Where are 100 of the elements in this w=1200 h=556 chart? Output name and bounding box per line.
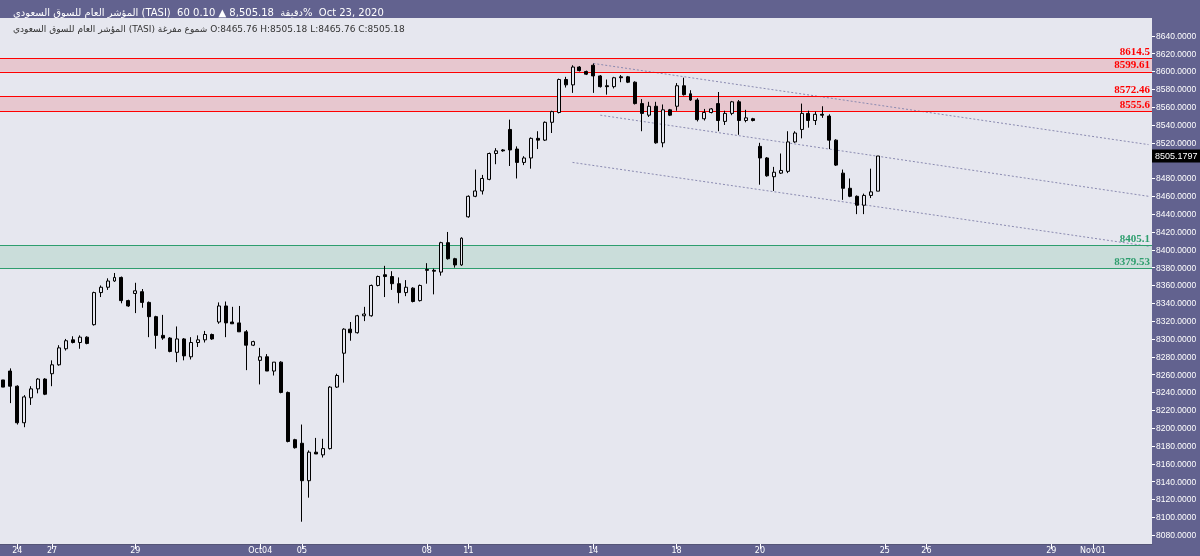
candlestick <box>314 437 318 455</box>
candlestick <box>22 394 26 428</box>
candlestick <box>258 347 262 385</box>
y-tick-label: 8540.0000 <box>1156 119 1197 130</box>
candlestick <box>869 168 873 199</box>
candlestick <box>460 236 463 267</box>
candlestick <box>848 177 852 198</box>
candlestick <box>133 282 137 314</box>
y-tick-label: 8400.0000 <box>1156 244 1197 255</box>
candlestick <box>36 377 40 394</box>
candlestick <box>716 91 720 132</box>
candlestick <box>793 130 797 144</box>
y-tick-label: 8080.0000 <box>1156 530 1197 541</box>
candlestick <box>640 98 644 132</box>
x-tick-label: 29 <box>1046 545 1057 555</box>
candlestick <box>335 373 339 389</box>
y-tick-label: 8520.0000 <box>1156 137 1197 148</box>
candlestick <box>342 327 346 384</box>
candlestick <box>647 101 651 118</box>
candlestick <box>85 335 89 345</box>
candlestick <box>508 119 512 167</box>
candlestick <box>723 110 727 126</box>
candlestick <box>494 147 498 165</box>
ref-line-label: 8405.1 <box>1119 231 1150 244</box>
x-tick-label: 24 <box>12 545 23 555</box>
candlestick <box>758 142 762 186</box>
candlestick <box>78 334 82 350</box>
candlestick <box>8 367 12 404</box>
candlestick <box>855 194 859 215</box>
ref-line-label: 8614.5 <box>1119 45 1151 58</box>
candlestick <box>550 110 554 134</box>
x-tick-label: 29 <box>130 545 141 555</box>
y-tick-label: 8460.0000 <box>1156 191 1197 202</box>
candlestick <box>244 329 248 371</box>
candlestick <box>813 111 817 126</box>
y-tick-label: 8300.0000 <box>1156 333 1197 344</box>
candlestick <box>529 136 533 170</box>
candlestick <box>321 438 325 459</box>
candlestick <box>293 438 297 450</box>
candlestick <box>92 291 96 327</box>
candlestick <box>744 109 748 123</box>
x-tick-label: 05 <box>296 545 307 555</box>
y-tick-label: 8620.0000 <box>1156 48 1197 59</box>
candlestick <box>57 344 61 367</box>
candlestick <box>779 153 783 175</box>
candlestick <box>418 284 422 303</box>
y-tick-label: 8360.0000 <box>1156 280 1197 291</box>
y-tick-label: 8440.0000 <box>1156 209 1197 220</box>
candlestick <box>820 105 824 119</box>
candlestick <box>612 76 616 89</box>
x-tick-label: Nov01 <box>1080 545 1106 555</box>
candlestick <box>404 279 408 297</box>
candlestick <box>43 377 47 396</box>
candlestick <box>598 74 602 89</box>
x-tick-label: 08 <box>421 545 432 555</box>
y-tick-label: 8180.0000 <box>1156 440 1197 451</box>
candlestick <box>71 335 75 344</box>
candlestick <box>383 265 387 298</box>
candlestick <box>425 262 429 285</box>
y-tick-label: 8280.0000 <box>1156 351 1197 362</box>
candlestick <box>675 82 679 112</box>
y-tick-label: 8200.0000 <box>1156 423 1197 434</box>
text: المؤشر العام للسوق السعودي (TASI) شموع مفرغة O:8465.76 H:8505.18 L:8465.76 C:8505.18 <box>13 23 406 34</box>
candlestick <box>161 314 165 341</box>
candlestick <box>251 340 255 347</box>
y-tick-label: 8380.0000 <box>1156 262 1197 273</box>
candlestick <box>466 194 470 219</box>
candlestick <box>862 193 866 215</box>
candlestick <box>619 74 623 83</box>
candlestick <box>1 379 5 388</box>
candlestick <box>355 314 359 335</box>
candlestick <box>772 166 776 192</box>
candlestick <box>182 337 186 361</box>
candlestick <box>834 138 838 167</box>
candlestick <box>224 301 228 338</box>
candlestick <box>140 288 144 309</box>
candlestick <box>432 268 436 295</box>
candlestick <box>571 64 575 94</box>
candlestick <box>786 130 790 174</box>
candlestick <box>307 449 311 499</box>
candlestick <box>841 169 845 201</box>
y-tick-label: 8240.0000 <box>1156 387 1197 398</box>
x-tick-label: 20 <box>754 545 765 555</box>
candlestick <box>286 391 290 443</box>
candlestick <box>300 424 304 523</box>
x-tick-label: 27 <box>46 545 58 555</box>
candlestick <box>265 353 269 372</box>
candlestick <box>702 108 706 122</box>
candlestick <box>272 361 276 376</box>
candlestick <box>661 103 665 148</box>
candlestick <box>487 152 491 181</box>
y-tick-label: 8480.0000 <box>1156 173 1197 184</box>
candlestick <box>446 231 450 261</box>
chart-title: المؤشر العام للسوق السعودي (TASI) 60 دقيقة 8,505.18 ▲ 0.10% Oct 23, 2020 <box>13 6 384 19</box>
y-tick-label: 8640.0000 <box>1156 30 1197 41</box>
candlestick <box>99 284 103 298</box>
candlestick <box>168 336 172 353</box>
candlestick <box>501 148 505 153</box>
y-tick-label: 8420.0000 <box>1156 226 1197 237</box>
candlestick <box>362 306 366 322</box>
